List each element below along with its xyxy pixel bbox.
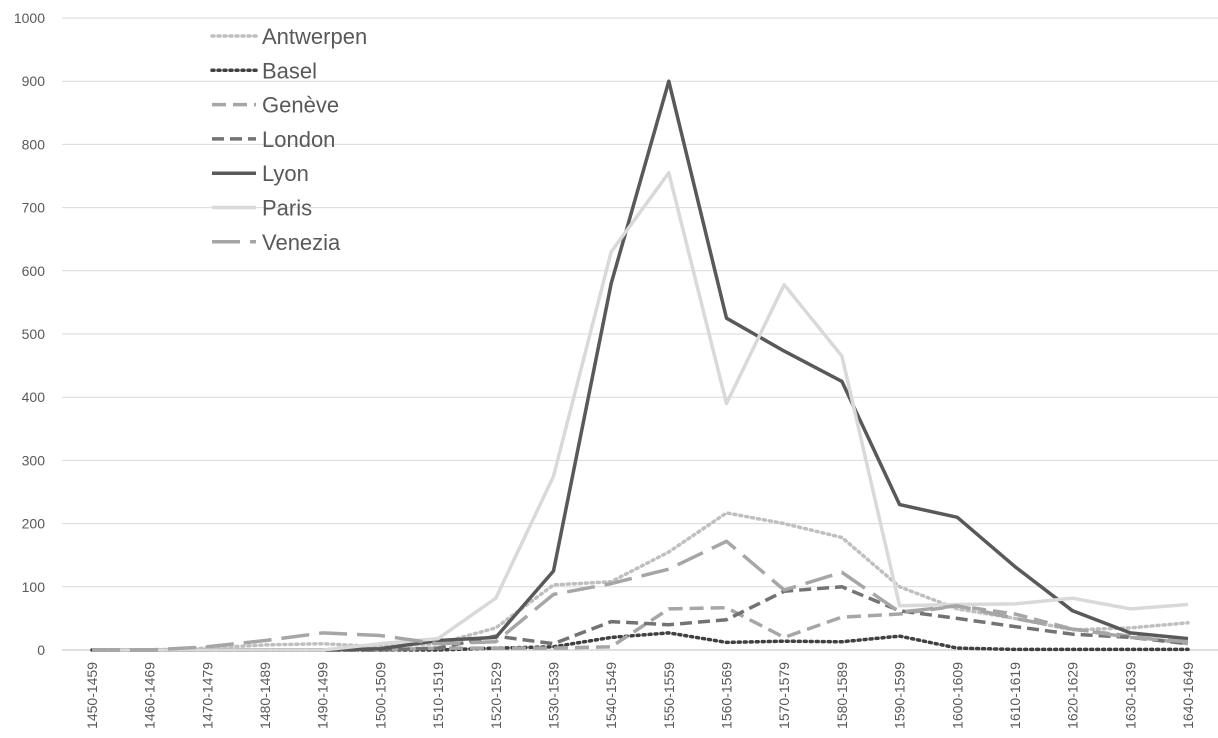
y-tick-label: 100 bbox=[22, 579, 46, 595]
x-tick-label: 1600-1609 bbox=[949, 662, 965, 729]
series-line-venezia bbox=[92, 539, 1189, 652]
legend-label: London bbox=[262, 127, 335, 152]
x-tick-label: 1590-1599 bbox=[892, 662, 908, 729]
series-line-gen-ve bbox=[92, 604, 1189, 652]
legend-item: Basel bbox=[210, 58, 317, 83]
x-tick-label: 1470-1479 bbox=[199, 662, 215, 729]
y-tick-label: 300 bbox=[22, 452, 46, 468]
x-tick-label: 1460-1469 bbox=[142, 662, 158, 729]
y-tick-label: 0 bbox=[37, 642, 45, 658]
y-axis: 0 100 200 300 400 500 600 700 800 900 1000 bbox=[14, 10, 45, 658]
y-tick-label: 600 bbox=[22, 263, 46, 279]
x-tick-label: 1500-1509 bbox=[372, 662, 388, 729]
legend-label: Lyon bbox=[262, 161, 309, 186]
y-tick-label: 200 bbox=[22, 516, 46, 532]
x-tick-label: 1580-1589 bbox=[834, 662, 850, 729]
x-tick-label: 1610-1619 bbox=[1007, 662, 1023, 729]
series-line-paris bbox=[92, 171, 1189, 652]
x-axis: 1450-1459 1460-1469 1470-1479 1480-1489 1490… bbox=[62, 649, 1218, 729]
gridlines bbox=[62, 17, 1218, 651]
y-tick-label: 900 bbox=[22, 73, 46, 89]
x-tick-label: 1640-1649 bbox=[1180, 662, 1196, 729]
x-tick-label: 1560-1569 bbox=[719, 662, 735, 729]
x-tick-label: 1550-1559 bbox=[661, 662, 677, 729]
x-tick-label: 1450-1459 bbox=[84, 662, 100, 729]
legend-label: Basel bbox=[262, 58, 317, 83]
legend-item: London bbox=[212, 127, 335, 152]
y-tick-label: 1000 bbox=[14, 10, 45, 26]
x-tick-label: 1530-1539 bbox=[545, 662, 561, 729]
legend-item: Genève bbox=[212, 93, 339, 118]
x-tick-label: 1630-1639 bbox=[1122, 662, 1138, 729]
legend: Antwerpen Basel Genève London Lyon Paris Venez… bbox=[210, 24, 367, 255]
plot-area bbox=[90, 79, 1190, 652]
x-tick-label: 1520-1529 bbox=[488, 662, 504, 729]
x-tick-label: 1620-1629 bbox=[1065, 662, 1081, 729]
legend-label: Paris bbox=[262, 196, 312, 221]
legend-item: Lyon bbox=[212, 161, 309, 186]
legend-label: Venezia bbox=[262, 230, 341, 255]
x-tick-label: 1480-1489 bbox=[257, 662, 273, 729]
y-tick-label: 800 bbox=[22, 136, 46, 152]
legend-item: Paris bbox=[212, 196, 312, 221]
x-tick-label: 1490-1499 bbox=[315, 662, 331, 729]
legend-label: Antwerpen bbox=[262, 24, 367, 49]
series-line-lyon bbox=[92, 79, 1189, 652]
y-tick-label: 700 bbox=[22, 200, 46, 216]
legend-item: Antwerpen bbox=[210, 24, 367, 49]
y-tick-label: 500 bbox=[22, 326, 46, 342]
x-tick-label: 1570-1579 bbox=[776, 662, 792, 729]
legend-label: Genève bbox=[262, 93, 339, 118]
x-tick-label: 1540-1549 bbox=[603, 662, 619, 729]
legend-item: Venezia bbox=[212, 230, 341, 255]
y-tick-label: 400 bbox=[22, 389, 46, 405]
x-tick-label: 1510-1519 bbox=[430, 662, 446, 729]
